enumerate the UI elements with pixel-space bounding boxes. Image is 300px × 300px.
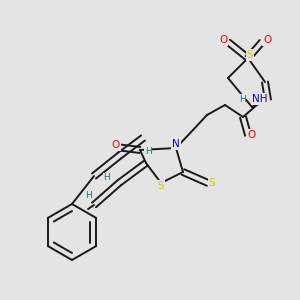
Text: N: N: [172, 139, 180, 149]
Text: S: S: [209, 178, 215, 188]
Text: O: O: [219, 35, 227, 45]
Text: O: O: [248, 130, 256, 140]
Text: H: H: [85, 190, 92, 200]
Text: H: H: [238, 94, 245, 103]
Text: O: O: [112, 140, 120, 150]
Text: S: S: [247, 50, 253, 60]
Text: O: O: [263, 35, 271, 45]
Text: NH: NH: [252, 94, 268, 104]
Text: S: S: [158, 181, 164, 191]
Text: H: H: [145, 146, 152, 155]
Text: H: H: [103, 173, 110, 182]
